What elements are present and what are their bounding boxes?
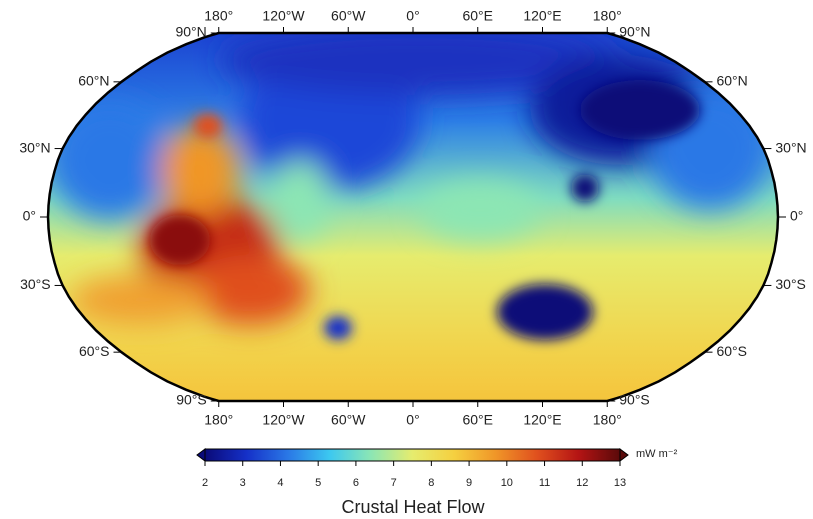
latitude-label-right: 90°N — [619, 24, 650, 40]
colorbar-tick-label: 2 — [202, 477, 208, 489]
colorbar-tick-label: 8 — [428, 477, 434, 489]
map-title: Crustal Heat Flow — [341, 497, 485, 517]
longitude-label-bottom: 120°E — [523, 412, 561, 428]
latitude-label-left: 30°N — [19, 139, 50, 155]
longitude-label-top: 120°E — [523, 8, 561, 24]
colorbar-tick-label: 13 — [614, 477, 626, 489]
latitude-label-left: 90°N — [175, 24, 206, 40]
longitude-label-top: 60°E — [462, 8, 493, 24]
colorbar-tick-label: 9 — [466, 477, 472, 489]
latitude-label-left: 90°S — [176, 392, 207, 408]
latitude-label-right: 0° — [790, 208, 803, 224]
latitude-label-right: 60°N — [716, 73, 747, 89]
colorbar-tick-label: 5 — [315, 477, 321, 489]
longitude-label-bottom: 0° — [406, 412, 419, 428]
longitude-label-top: 60°W — [331, 8, 366, 24]
longitude-label-bottom: 180° — [204, 412, 233, 428]
colorbar-tick-label: 10 — [501, 477, 513, 489]
latitude-label-right: 30°S — [775, 276, 806, 292]
map-figure: Crustal Heat Flow mW m⁻² 180° 180° 120°W 12… — [0, 0, 813, 519]
heat-flow-map — [40, 25, 785, 410]
longitude-label-bottom: 60°E — [462, 412, 493, 428]
colorbar-tick-label: 6 — [353, 477, 359, 489]
colorbar-unit: mW m⁻² — [636, 448, 678, 460]
latitude-label-left: 30°S — [20, 276, 51, 292]
colorbar-low-extension — [197, 449, 205, 461]
latitude-label-left: 60°S — [79, 343, 110, 359]
longitude-label-top: 120°W — [262, 8, 305, 24]
longitude-label-bottom: 60°W — [331, 412, 366, 428]
longitude-label-bottom: 120°W — [262, 412, 305, 428]
latitude-label-right: 90°S — [619, 392, 650, 408]
colorbar-tick-label: 12 — [576, 477, 588, 489]
colorbar-tick-label: 7 — [391, 477, 397, 489]
longitude-label-bottom: 180° — [593, 412, 622, 428]
colorbar — [205, 449, 620, 461]
colorbar-tick-label: 11 — [539, 477, 550, 489]
latitude-label-right: 60°S — [716, 343, 747, 359]
longitude-label-top: 0° — [406, 8, 419, 24]
latitude-label-left: 0° — [23, 208, 36, 224]
colorbar-high-extension — [620, 449, 628, 461]
longitude-label-top: 180° — [593, 8, 622, 24]
longitude-label-top: 180° — [204, 8, 233, 24]
page: Crustal Heat Flow mW m⁻² 180° 180° 120°W 12… — [0, 0, 813, 519]
colorbar-tick-label: 4 — [277, 477, 283, 489]
colorbar-tick-label: 3 — [240, 477, 246, 489]
latitude-label-left: 60°N — [78, 73, 109, 89]
latitude-label-right: 30°N — [775, 139, 806, 155]
